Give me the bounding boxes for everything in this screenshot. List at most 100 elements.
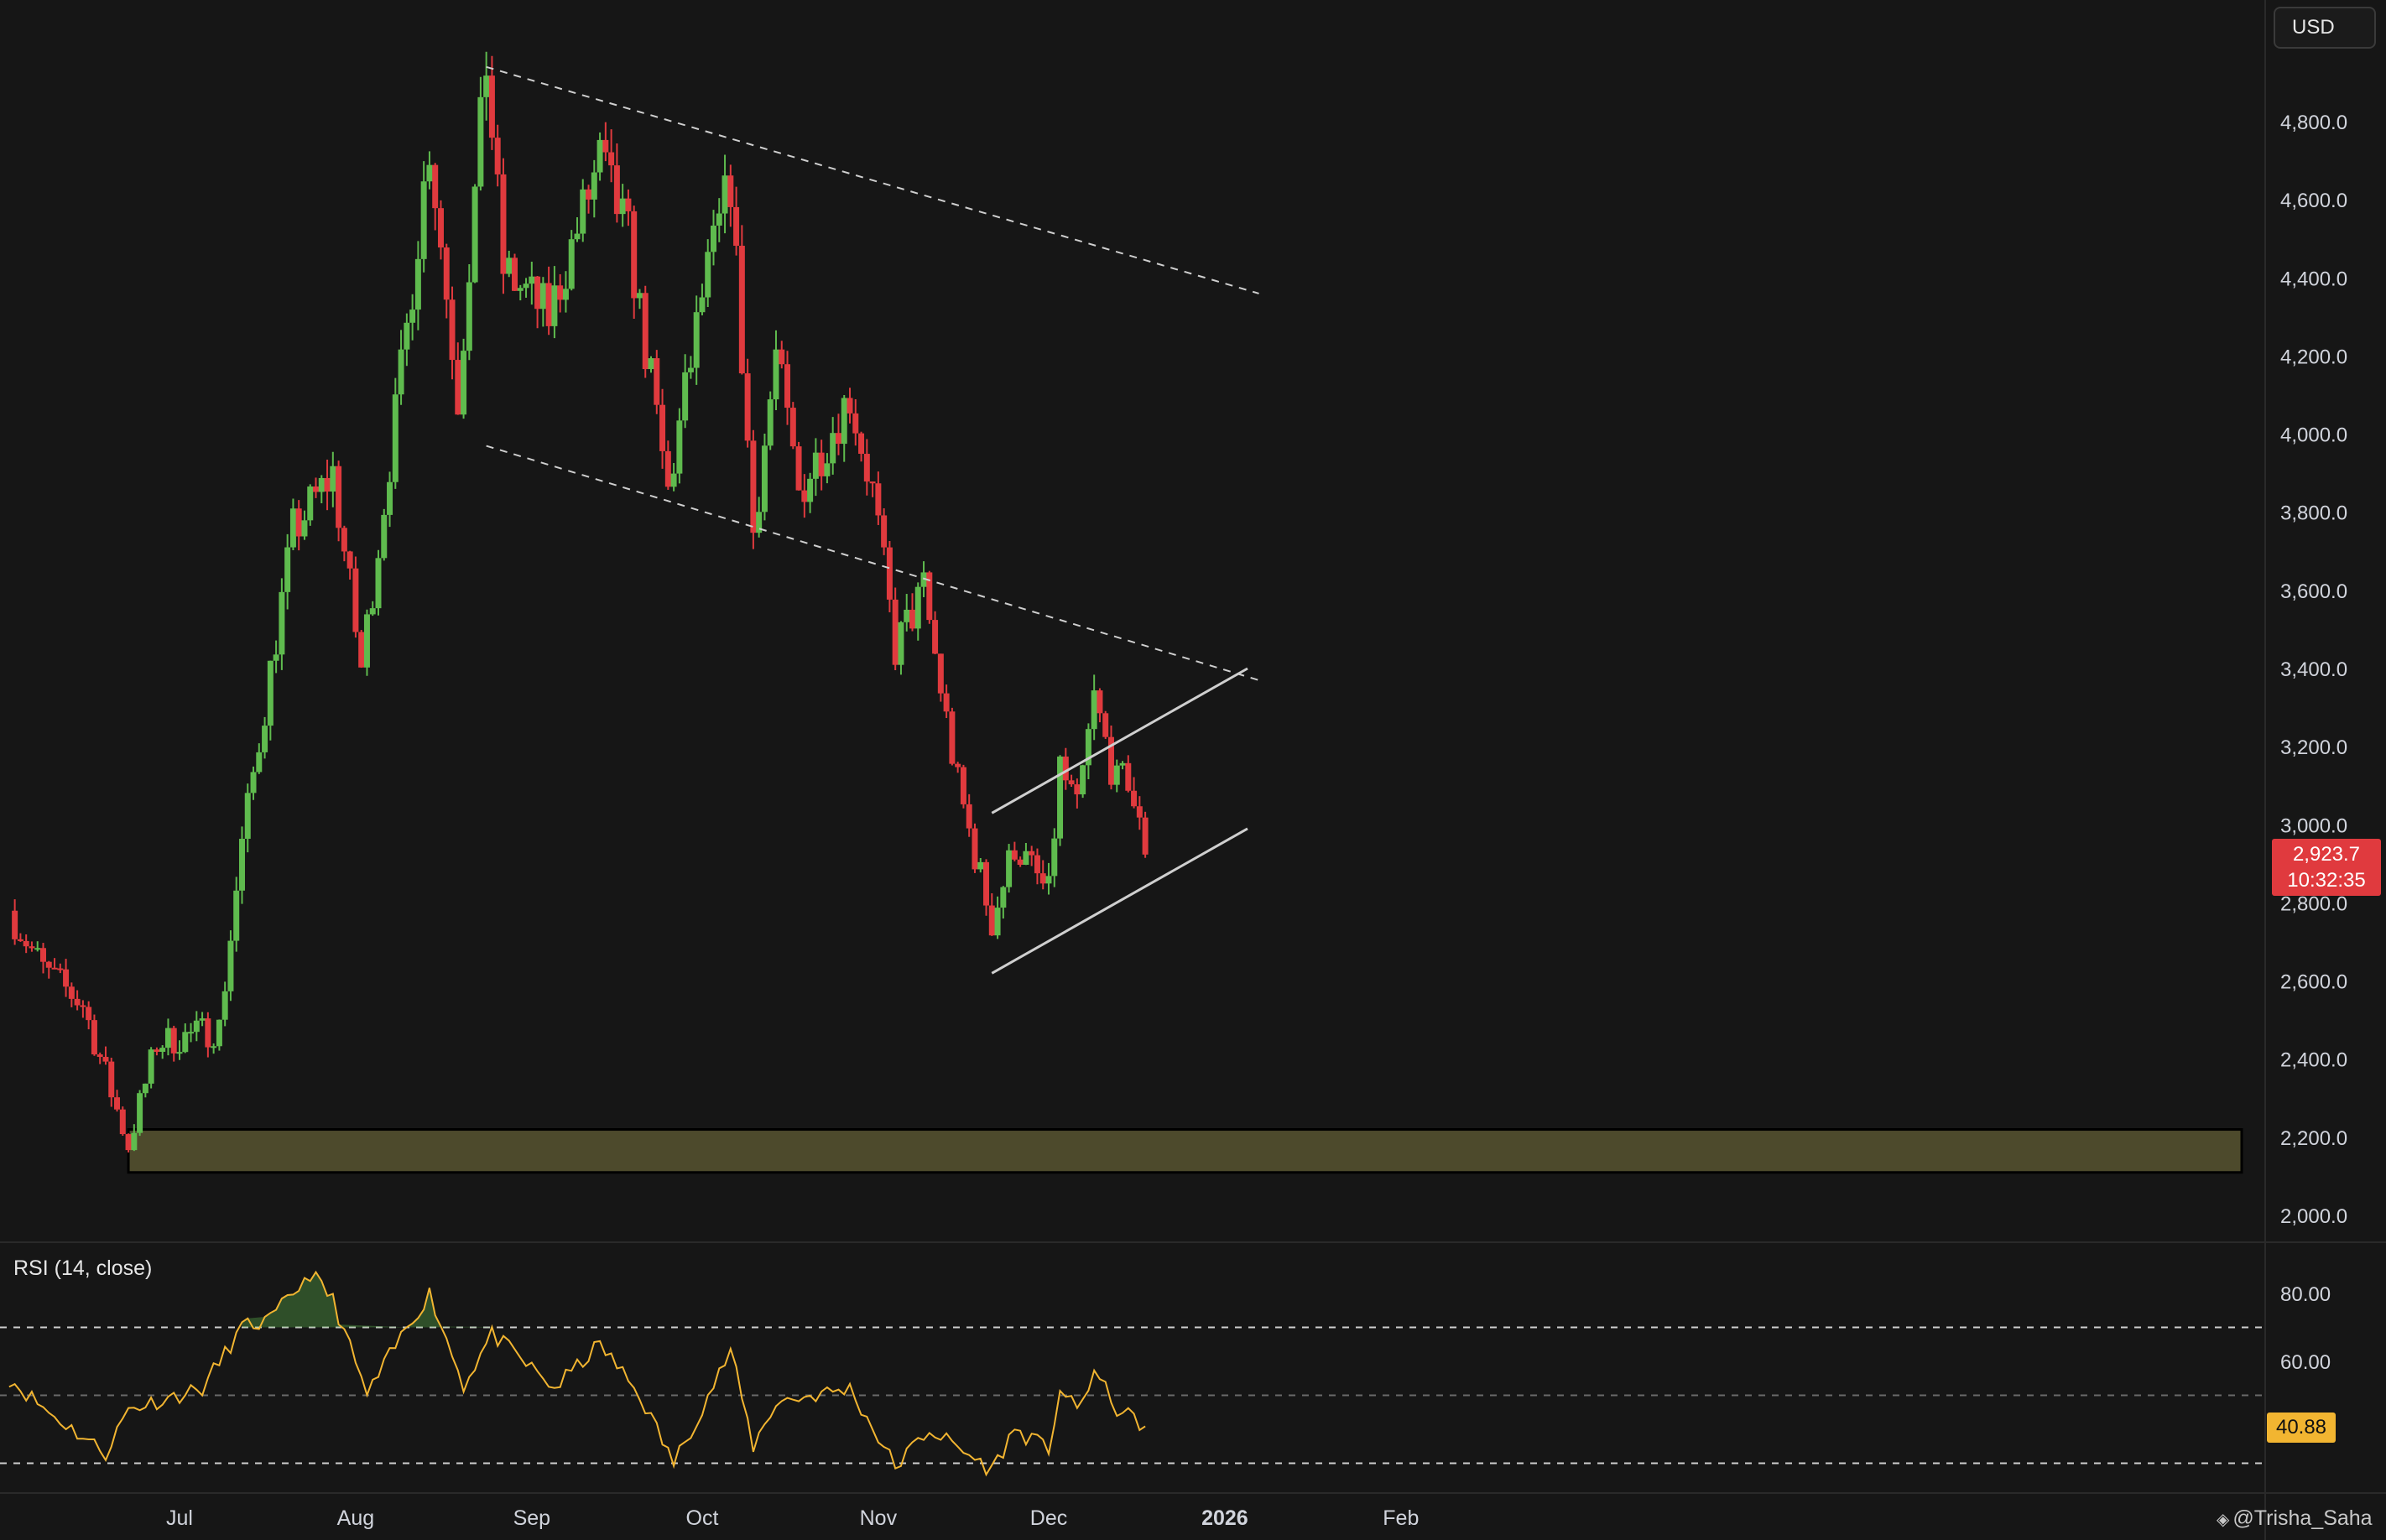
candle-body [1107, 736, 1114, 785]
candle-body [670, 473, 677, 487]
candle-body [557, 285, 564, 300]
candle-body [164, 1028, 171, 1048]
candle-body [682, 372, 689, 421]
candle-body [256, 752, 263, 773]
last-price-value: 2,923.7 [2292, 843, 2361, 866]
candle-body [29, 946, 35, 949]
time-tick-label: Nov [860, 1506, 898, 1530]
candle-body [977, 861, 984, 870]
rsi-tick-label: 80.00 [2280, 1283, 2331, 1306]
candle-body [722, 175, 728, 214]
candle-body [1045, 876, 1052, 884]
candle-body [137, 1093, 143, 1133]
trendlines-layer [486, 65, 1259, 975]
candle-body [830, 433, 836, 464]
candle-body [1119, 762, 1126, 766]
candle-body [188, 1032, 195, 1034]
price-tick-label: 3,000.0 [2280, 814, 2347, 837]
candle-body [716, 213, 722, 226]
candle-body [539, 283, 546, 310]
candle-body [789, 408, 796, 447]
bar-countdown: 10:32:35 [2287, 869, 2366, 892]
candle-body [1102, 713, 1109, 737]
candle-body [91, 1020, 97, 1055]
price-tick-label: 4,200.0 [2280, 346, 2347, 368]
candle-body [988, 905, 995, 936]
candle-body [63, 969, 70, 987]
candle-body [534, 276, 541, 310]
rising-channel-line-3 [991, 827, 1248, 975]
candle-body [86, 1007, 92, 1021]
price-tick-label: 4,600.0 [2280, 190, 2347, 212]
candle-body [613, 165, 620, 215]
tradingview-logo-icon: ◈ [2217, 1511, 2230, 1529]
candle-body [779, 349, 785, 365]
candle-body [1091, 690, 1097, 730]
candle-body [710, 225, 716, 252]
candle-body [420, 181, 427, 259]
candle-body [898, 622, 904, 665]
candle-body [148, 1049, 154, 1084]
candle-body [756, 512, 763, 533]
candle-body [648, 358, 654, 370]
candle-body [336, 466, 342, 528]
candle-body [466, 282, 472, 351]
candle-body [471, 186, 478, 283]
price-axis[interactable]: 2,000.0 2,200.0 2,400.0 2,600.0 2,800.0 3,000… [2280, 112, 2347, 1228]
author-watermark: ◈ @Trisha_Saha [2217, 1501, 2373, 1535]
candle-body [279, 591, 285, 655]
candle-body [568, 239, 575, 289]
candle-body [1000, 887, 1007, 908]
candle-body [773, 349, 779, 400]
candle-body [807, 478, 814, 502]
candle-body [318, 477, 325, 492]
candle-body [125, 1134, 132, 1151]
candle-body [738, 245, 745, 374]
candle-body [262, 726, 268, 752]
candle-body [676, 420, 683, 474]
candle-body [74, 998, 81, 1006]
candle-body [102, 1057, 109, 1062]
candle-body [1023, 851, 1029, 865]
candle-body [625, 198, 632, 211]
candle-body [727, 175, 734, 207]
candle-body [795, 446, 802, 491]
candle-body [375, 558, 382, 609]
candle-body [114, 1097, 121, 1110]
candle-body [301, 520, 308, 537]
candle-body [409, 310, 416, 323]
candle-body [142, 1083, 148, 1094]
price-tick-label: 2,800.0 [2280, 892, 2347, 915]
candle-body [45, 961, 52, 968]
price-tick-label: 2,000.0 [2280, 1205, 2347, 1228]
last-price-tag: 2,923.7 10:32:35 [2272, 839, 2381, 896]
price-tick-label: 2,600.0 [2280, 971, 2347, 994]
time-tick-label: 2026 [1201, 1506, 1248, 1530]
candle-body [937, 653, 944, 694]
candle-body [1136, 806, 1143, 818]
candle-body [886, 547, 893, 600]
time-axis[interactable]: Jul Aug Sep Oct Nov Dec 2026 Feb [166, 1506, 1419, 1530]
candle-body [182, 1032, 189, 1053]
candle-body [443, 247, 450, 300]
candle-body [1034, 855, 1040, 874]
candle-body [414, 258, 421, 310]
candle-body [517, 288, 524, 291]
candle-body [705, 252, 711, 298]
time-tick-label: Jul [166, 1506, 193, 1530]
candle-body [602, 139, 609, 153]
currency-button[interactable]: USD [2274, 7, 2376, 49]
candle-body [68, 986, 75, 999]
demand-zone-layer [127, 1128, 2243, 1174]
candle-body [437, 208, 444, 248]
candle-body [330, 466, 336, 492]
candle-body [972, 828, 978, 870]
candle-body [289, 508, 296, 548]
candle-body [784, 364, 791, 408]
candle-body [432, 164, 439, 209]
candle-body [1097, 690, 1103, 714]
price-tick-label: 4,400.0 [2280, 268, 2347, 290]
candle-body [835, 433, 841, 445]
time-tick-label: Dec [1030, 1506, 1067, 1530]
